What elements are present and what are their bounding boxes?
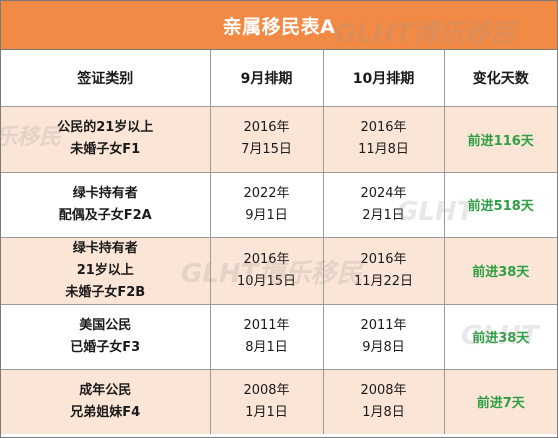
title-bar: 亲属移民表A (1, 1, 557, 50)
category-line: 绿卡持有者 (72, 185, 138, 201)
date-day: 9月8日 (362, 339, 405, 355)
category-line: 美国公民 (79, 317, 132, 333)
table-row: 公民的21岁以上 未婚子女F1 2016年 7月15日 2016年 11月8日 … (1, 105, 557, 173)
september-date-cell: 2022年 9月1日 (209, 171, 324, 238)
visa-bulletin-table: 签证类别 9月排期 10月排期 变化天数 公民的21岁以上 未婚子女F1 201… (1, 50, 557, 434)
category-cell: 美国公民 已婚子女F3 (1, 303, 211, 370)
date-year: 2022年 (243, 185, 290, 201)
change-days-cell: 前进38天 (443, 236, 557, 305)
date-year: 2016年 (360, 120, 407, 135)
september-date-cell: 2011年 8月1日 (209, 303, 324, 370)
header-september: 9月排期 (209, 50, 324, 107)
header-october: 10月排期 (322, 50, 445, 107)
category-line: 未婚子女F2B (65, 284, 146, 300)
october-date-cell: 2016年 11月8日 (322, 105, 445, 173)
category-line: 绿卡持有者 (72, 240, 138, 256)
october-date-cell: 2016年 11月22日 (322, 236, 445, 305)
change-days-cell: 前进518天 (443, 171, 557, 238)
date-day: 8月1日 (245, 339, 288, 355)
header-change: 变化天数 (443, 50, 557, 107)
table-title: 亲属移民表A (222, 15, 336, 38)
date-year: 2016年 (243, 120, 290, 135)
category-line: 21岁以上 (76, 262, 134, 278)
date-day: 10月15日 (236, 273, 297, 289)
october-date-cell: 2011年 9月8日 (322, 303, 445, 370)
date-day: 2月1日 (362, 207, 405, 223)
date-day: 1月1日 (245, 404, 288, 420)
category-line: 配偶及子女F2A (58, 207, 152, 223)
date-day: 7月15日 (241, 142, 292, 157)
date-day: 11月22日 (353, 273, 414, 289)
change-days-cell: 前进116天 (443, 105, 557, 173)
category-cell: 绿卡持有者 配偶及子女F2A (1, 171, 211, 238)
september-date-cell: 2016年 7月15日 (209, 105, 324, 173)
date-year: 2016年 (243, 251, 290, 267)
category-line: 公民的21岁以上 (57, 120, 154, 135)
date-year: 2008年 (360, 382, 407, 398)
october-date-cell: 2024年 2月1日 (322, 171, 445, 238)
category-line: 兄弟姐妹F4 (70, 404, 141, 420)
category-line: 未婚子女F1 (70, 142, 141, 157)
october-date-cell: 2008年 1月8日 (322, 368, 445, 434)
category-cell: 绿卡持有者 21岁以上 未婚子女F2B (1, 236, 211, 305)
header-row: 签证类别 9月排期 10月排期 变化天数 (1, 50, 557, 107)
category-line: 成年公民 (79, 382, 132, 398)
category-cell: 成年公民 兄弟姐妹F4 (1, 368, 211, 434)
date-day: 11月8日 (358, 142, 409, 157)
table-row: 成年公民 兄弟姐妹F4 2008年 1月1日 2008年 1月8日 前进7天 (1, 368, 557, 434)
table-row: 绿卡持有者 21岁以上 未婚子女F2B 2016年 10月15日 2016年 1… (1, 236, 557, 305)
date-year: 2011年 (360, 317, 407, 333)
date-year: 2008年 (243, 382, 290, 398)
header-category: 签证类别 (1, 50, 211, 107)
date-year: 2016年 (360, 251, 407, 267)
date-year: 2024年 (360, 185, 407, 201)
table-row: 绿卡持有者 配偶及子女F2A 2022年 9月1日 2024年 2月1日 前进5… (1, 171, 557, 238)
date-day: 1月8日 (362, 404, 405, 420)
september-date-cell: 2016年 10月15日 (209, 236, 324, 305)
table-row: 美国公民 已婚子女F3 2011年 8月1日 2011年 9月8日 前进38天 (1, 303, 557, 370)
september-date-cell: 2008年 1月1日 (209, 368, 324, 434)
date-year: 2011年 (243, 317, 290, 333)
change-days-cell: 前进7天 (443, 368, 557, 434)
category-line: 已婚子女F3 (70, 339, 141, 355)
change-days-cell: 前进38天 (443, 303, 557, 370)
date-day: 9月1日 (245, 207, 288, 223)
category-cell: 公民的21岁以上 未婚子女F1 (1, 105, 211, 173)
